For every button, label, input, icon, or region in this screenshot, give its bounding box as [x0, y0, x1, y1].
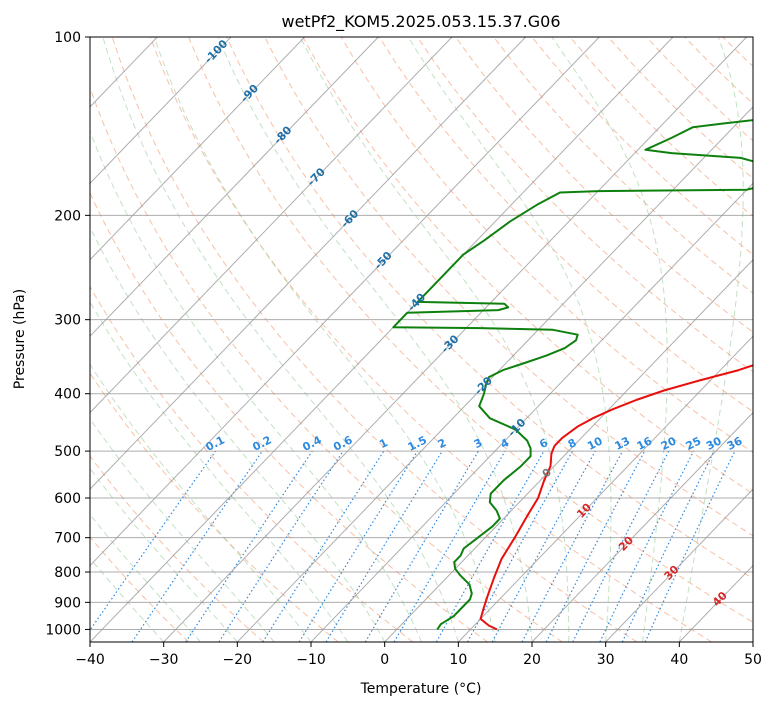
x-tick-label: −10 [296, 652, 326, 668]
x-axis: −40 −30 −20 −10 0 10 20 30 40 50 [75, 642, 762, 668]
moist-adiabat [90, 226, 386, 642]
dry-adiabats [90, 37, 753, 642]
mixing-ratio-line [466, 450, 574, 642]
moist-adiabat [217, 37, 533, 642]
plot-area [90, 37, 753, 642]
x-tick-label: 50 [744, 652, 762, 668]
mixing-ratio-label: 10 [585, 434, 605, 453]
isotherm-line [384, 259, 753, 642]
mixing-ratio-label: 16 [635, 434, 655, 453]
mixing-ratio-label: 30 [704, 434, 724, 453]
mixing-ratio-line [262, 450, 385, 642]
moist-adiabat [90, 300, 349, 642]
chart-title: wetPf2_KOM5.2025.053.15.37.G06 [281, 12, 560, 32]
isotherm-line [310, 182, 753, 642]
isotherm-line [90, 37, 306, 261]
moist-adiabat [299, 37, 570, 642]
dry-adiabat [416, 37, 753, 373]
y-axis: 100 200 300 400 500 600 700 800 900 1000 [45, 30, 90, 638]
mixing-ratio-line [298, 450, 419, 642]
y-tick-label: 800 [54, 565, 81, 581]
dry-adiabat [493, 37, 753, 294]
y-tick-label: 400 [54, 387, 81, 403]
mixing-ratio-line [90, 450, 216, 632]
moist-adiabat [90, 129, 422, 642]
mixing-ratio-line [599, 450, 695, 642]
y-tick-label: 1000 [45, 622, 81, 638]
isotherm-line [163, 37, 748, 642]
x-tick-label: 0 [380, 652, 389, 668]
x-tick-label: −40 [75, 652, 105, 668]
moist-adiabat [407, 37, 612, 642]
x-tick-label: −30 [149, 652, 179, 668]
y-tick-label: 300 [54, 313, 81, 329]
x-tick-label: −20 [223, 652, 253, 668]
isotherm-line [236, 106, 753, 642]
isotherm-grid [90, 37, 753, 642]
plot-frame [89, 36, 754, 643]
moist-adiabat [551, 37, 668, 642]
pressure-grid [90, 37, 753, 630]
mixing-ratio-line [325, 450, 443, 642]
mixing-ratio-line [218, 450, 344, 642]
dry-adiabat [455, 37, 753, 333]
isotherm-line [90, 37, 453, 414]
y-tick-label: 200 [54, 208, 81, 224]
temperature-line [479, 364, 753, 631]
mixing-ratio-label: 13 [613, 434, 633, 453]
y-axis-label: Pressure (hPa) [12, 289, 28, 389]
mixing-ratio-label: 20 [659, 434, 679, 453]
x-tick-label: 20 [523, 652, 541, 668]
moist-adiabat [90, 418, 275, 642]
dry-adiabat [90, 455, 264, 642]
mixing-ratio-line [435, 450, 545, 642]
x-tick-label: 40 [670, 652, 688, 668]
isotherm-line [90, 37, 379, 337]
profile-lines [392, 119, 753, 631]
x-tick-label: 10 [449, 652, 467, 668]
x-tick-label: 30 [597, 652, 615, 668]
isotherm-line [605, 488, 753, 642]
dry-adiabat [90, 191, 488, 642]
mixing-ratio-label: 36 [725, 434, 745, 453]
y-tick-label: 100 [54, 30, 81, 46]
dry-adiabat [90, 372, 339, 642]
isotherm-line [90, 37, 600, 567]
isotherm-line [90, 37, 527, 490]
mixing-ratio-line [572, 450, 670, 642]
moist-adiabat [678, 37, 744, 642]
dewpoint-line [392, 119, 753, 630]
dry-adiabat [111, 37, 638, 642]
dry-adiabat [149, 37, 712, 642]
isotherm-line [90, 37, 674, 642]
mixing-ratio-lines [90, 450, 736, 642]
x-axis-label: Temperature (°C) [360, 681, 482, 697]
moist-adiabat [90, 467, 238, 642]
isotherm-line [457, 335, 753, 642]
y-tick-label: 600 [54, 491, 81, 507]
y-tick-label: 500 [54, 444, 81, 460]
moist-adiabat [102, 37, 459, 642]
y-tick-label: 700 [54, 531, 81, 547]
mixing-ratio-line [185, 450, 313, 642]
dry-adiabat [188, 37, 753, 623]
y-tick-label: 900 [54, 595, 81, 611]
mixing-ratio-line [131, 450, 263, 642]
isotherm-line [531, 411, 753, 642]
mixing-ratio-label: 25 [684, 434, 704, 453]
dry-adiabat [90, 86, 563, 642]
isotherm-line [90, 37, 232, 185]
